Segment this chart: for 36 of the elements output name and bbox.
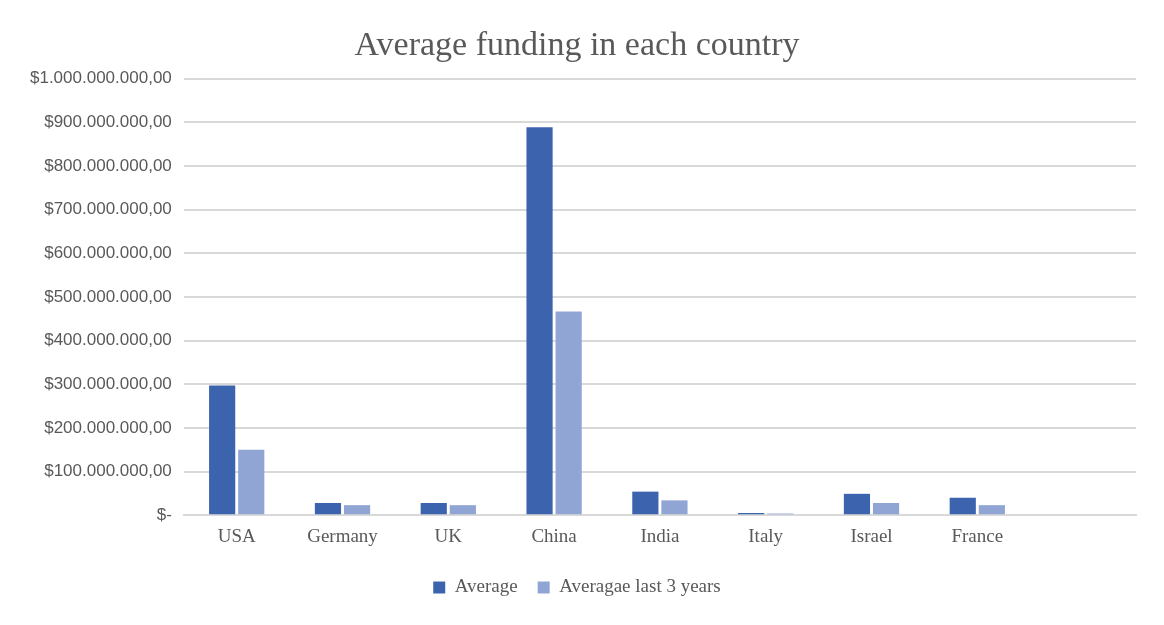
bar bbox=[949, 497, 976, 515]
y-tick-label: $- bbox=[156, 504, 172, 524]
bar bbox=[343, 505, 371, 515]
legend-label: Average bbox=[454, 575, 518, 597]
y-tick-label: $300.000.000,00 bbox=[44, 373, 172, 393]
legend-label: Averagae last 3 years bbox=[559, 575, 721, 597]
bar bbox=[314, 502, 342, 515]
x-tick-label: China bbox=[531, 524, 578, 546]
bar bbox=[843, 493, 871, 515]
y-tick-label: $1.000.000.000,00 bbox=[29, 68, 172, 88]
y-tick-label: $600.000.000,00 bbox=[44, 243, 172, 263]
bar bbox=[420, 502, 447, 515]
bar bbox=[449, 505, 476, 515]
y-tick-label: $100.000.000,00 bbox=[44, 461, 172, 481]
bar bbox=[555, 311, 582, 515]
chart-title: Average funding in each country bbox=[354, 25, 800, 63]
bar bbox=[872, 502, 900, 515]
x-tick-label: USA bbox=[217, 524, 256, 546]
x-tick-label: Israel bbox=[850, 524, 893, 546]
y-tick-label: $500.000.000,00 bbox=[44, 286, 172, 306]
bar bbox=[526, 127, 553, 515]
y-tick-label: $400.000.000,00 bbox=[44, 330, 172, 350]
x-tick-label: Italy bbox=[748, 524, 784, 546]
bar bbox=[978, 505, 1005, 515]
x-tick-label: India bbox=[640, 524, 680, 546]
bar bbox=[238, 449, 265, 515]
y-tick-label: $800.000.000,00 bbox=[44, 155, 172, 175]
y-tick-label: $900.000.000,00 bbox=[44, 112, 172, 132]
x-tick-label: Germany bbox=[307, 524, 379, 546]
x-tick-label: France bbox=[951, 524, 1004, 546]
x-tick-label: UK bbox=[434, 524, 463, 546]
bar bbox=[661, 500, 688, 515]
y-tick-label: $700.000.000,00 bbox=[44, 199, 172, 219]
y-tick-label: $200.000.000,00 bbox=[44, 417, 172, 437]
bar bbox=[209, 385, 236, 515]
bar bbox=[632, 491, 659, 515]
